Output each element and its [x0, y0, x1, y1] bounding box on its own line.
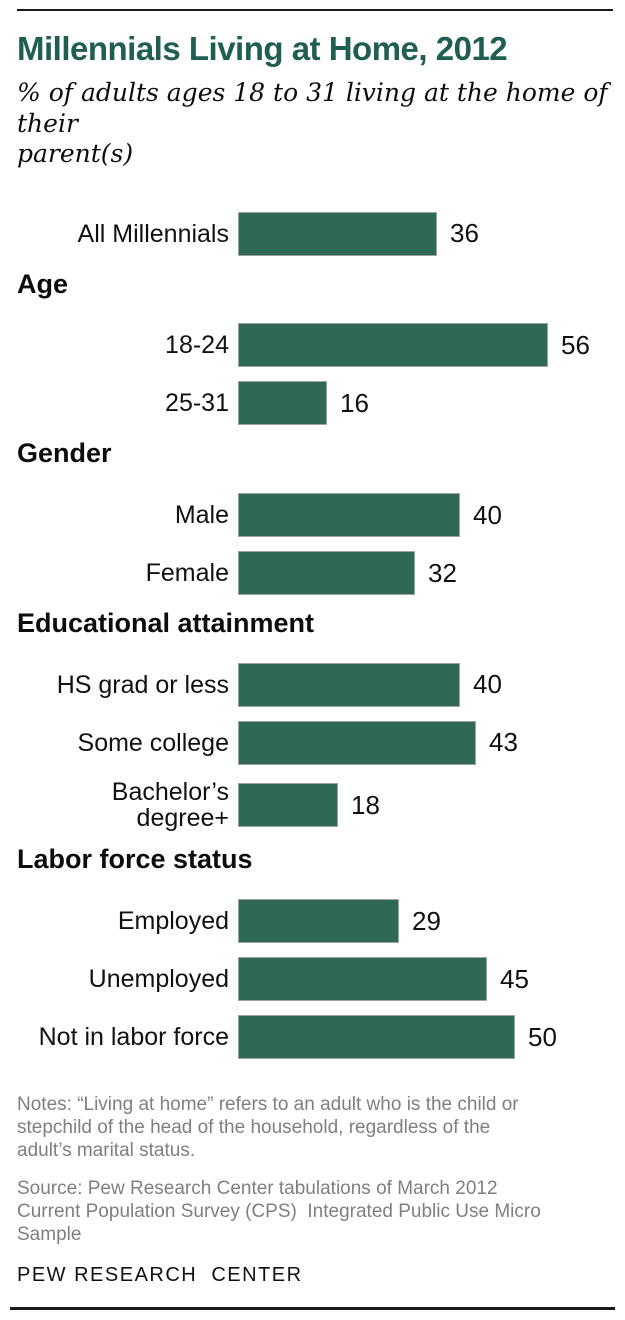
- section-header: Age: [17, 268, 69, 299]
- bar-row: Female 32: [17, 551, 625, 596]
- section-header: Educational attainment: [17, 608, 315, 639]
- bar-value: 40: [473, 499, 502, 530]
- chart-source: Source: Pew Research Center tabulations …: [17, 1177, 541, 1245]
- bar-label: Some college: [77, 728, 229, 757]
- bar-row: Bachelor’s degree+ 18: [17, 779, 625, 832]
- bar-label: Female: [145, 559, 229, 588]
- bottom-rule: [10, 1307, 615, 1311]
- bar: [238, 323, 548, 368]
- bar-label: Bachelor’s degree+: [111, 777, 229, 833]
- bar-label: Unemployed: [88, 964, 229, 993]
- bar-row: 18-24 56: [17, 323, 625, 368]
- chart-title: Millennials Living at Home, 2012: [17, 30, 508, 67]
- bar-row: Employed 29: [17, 899, 625, 944]
- bar: [238, 899, 399, 944]
- bar: [238, 211, 437, 256]
- section-header: Gender: [17, 438, 112, 469]
- bar-label: Employed: [117, 906, 229, 935]
- bar-row: Unemployed 45: [17, 957, 625, 1002]
- bar-row: Not in labor force 50: [17, 1015, 625, 1060]
- bar-value: 40: [473, 669, 502, 700]
- bar: [238, 493, 460, 538]
- bar-value: 16: [340, 387, 369, 418]
- bar-row: 25-31 16: [17, 381, 625, 426]
- bar-label: Male: [174, 501, 229, 530]
- bar: [238, 957, 487, 1002]
- bar-label: 18-24: [165, 331, 229, 360]
- bar-row: Male 40: [17, 493, 625, 538]
- bar: [238, 662, 460, 707]
- bar: [238, 381, 327, 426]
- bar-value: 29: [412, 905, 441, 936]
- bar-value: 43: [489, 727, 518, 758]
- bar-row: Some college 43: [17, 720, 625, 765]
- bar-label: All Millennials: [77, 219, 229, 248]
- pew-research-center-branding: PEW RESEARCH CENTER: [17, 1264, 303, 1287]
- chart-subtitle: % of adults ages 18 to 31 living at the …: [17, 78, 608, 169]
- bar-label: Not in labor force: [38, 1022, 229, 1051]
- bar-label: HS grad or less: [56, 670, 229, 699]
- bar-value: 45: [500, 963, 529, 994]
- bar: [238, 1015, 515, 1060]
- bar-value: 56: [561, 329, 590, 360]
- top-rule: [17, 9, 613, 11]
- bar-value: 50: [528, 1021, 557, 1052]
- section-header: Labor force status: [17, 844, 253, 875]
- bar: [238, 551, 415, 596]
- bar: [238, 783, 338, 828]
- bar: [238, 720, 476, 765]
- bar-value: 36: [450, 218, 479, 249]
- bar-chart: All Millennials 36 Age 18-24 56 25-31 16 Gender…: [17, 211, 625, 1060]
- bar-row: All Millennials 36: [17, 211, 625, 256]
- chart-notes: Notes: “Living at home” refers to an adu…: [17, 1094, 519, 1162]
- bar-value: 32: [428, 557, 457, 588]
- bar-label: 25-31: [165, 389, 229, 418]
- bar-value: 18: [351, 789, 380, 820]
- bar-row: HS grad or less 40: [17, 662, 625, 707]
